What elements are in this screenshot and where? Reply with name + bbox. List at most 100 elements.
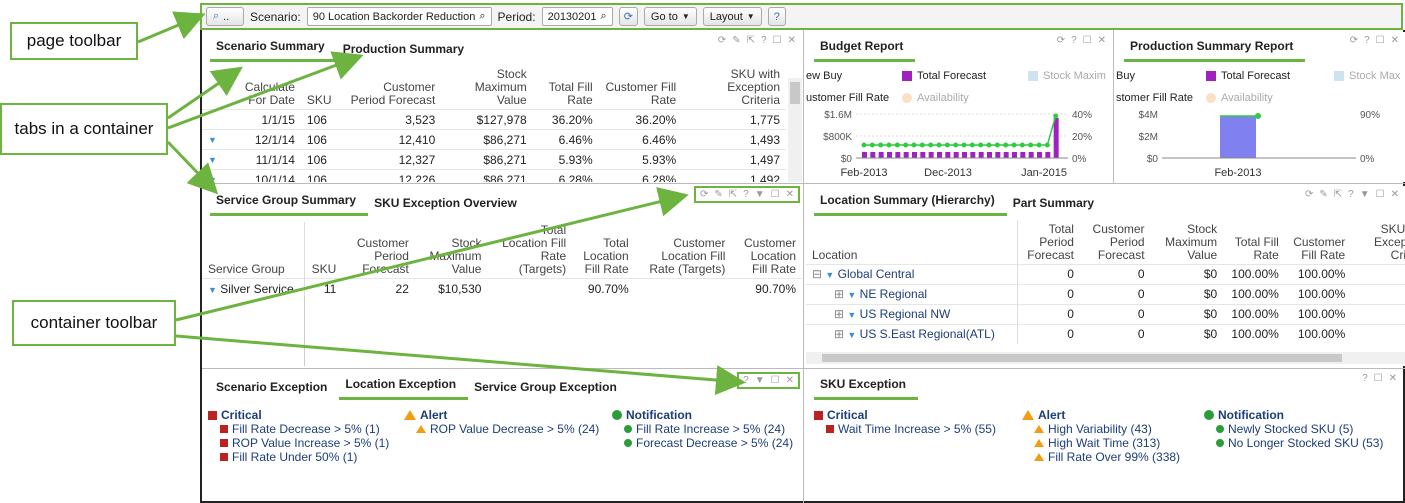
exception-item[interactable]: Fill Rate Decrease > 5% (1) bbox=[208, 422, 389, 436]
exception-item[interactable]: Wait Time Increase > 5% (55) bbox=[814, 422, 996, 436]
close-icon[interactable]: ✕ bbox=[1390, 189, 1399, 200]
col-header[interactable]: Stock Maximum Value bbox=[1165, 221, 1218, 262]
tab-sku-exception[interactable]: SKU Exception bbox=[814, 370, 919, 400]
col-header[interactable]: Customer Location Fill Rate bbox=[743, 236, 796, 276]
col-header[interactable]: Total Fill Rate bbox=[548, 80, 593, 107]
collapse-icon[interactable]: ▼ bbox=[754, 375, 765, 386]
close-icon[interactable]: ✕ bbox=[1097, 35, 1106, 46]
exception-item[interactable]: High Wait Time (313) bbox=[1022, 436, 1180, 450]
table-row[interactable]: ▼ 11/1/14 106 12,327 $86,271 5.93% 5.93% 1,497 bbox=[202, 149, 786, 170]
expand-arrow-icon[interactable]: ▼ bbox=[202, 149, 223, 170]
collapse-icon[interactable]: ▼ bbox=[1359, 189, 1370, 200]
col-header[interactable]: Stock Maximum Value bbox=[429, 236, 482, 276]
refresh-icon[interactable]: ⟳ bbox=[1349, 35, 1359, 46]
collapse-tree-icon[interactable]: ⊟ bbox=[812, 267, 823, 281]
maximize-icon[interactable]: ☐ bbox=[770, 189, 780, 200]
col-header[interactable]: Customer Fill Rate bbox=[1293, 234, 1346, 262]
refresh-icon[interactable]: ⟳ bbox=[1305, 189, 1314, 200]
popout-icon[interactable]: ⇱ bbox=[1333, 189, 1343, 200]
maximize-icon[interactable]: ☐ bbox=[1082, 35, 1092, 46]
close-icon[interactable]: ✕ bbox=[785, 375, 794, 386]
col-header[interactable]: Customer Period Forecast bbox=[1092, 221, 1145, 262]
col-header[interactable]: Calculate For Date bbox=[244, 80, 295, 107]
col-header[interactable]: SKU with Exception Criteria bbox=[727, 67, 780, 107]
table-row[interactable]: 1/1/15 106 3,523 $127,978 36.20% 36.20% 1,775 bbox=[202, 109, 786, 130]
col-header[interactable]: Stock Maximum Value bbox=[474, 67, 527, 107]
exception-item[interactable]: Fill Rate Under 50% (1) bbox=[208, 450, 389, 464]
help-icon[interactable]: ? bbox=[743, 375, 749, 386]
exception-item[interactable]: ROP Value Increase > 5% (1) bbox=[208, 436, 389, 450]
col-header[interactable]: SKU wi Exceptio Criter bbox=[1373, 221, 1405, 262]
expand-arrow-icon[interactable]: ▼ bbox=[202, 169, 223, 182]
table-row[interactable]: ▼ Silver Service 11 22 $10,530 90.70% 90.70% bbox=[202, 278, 802, 299]
expand-arrow-icon[interactable]: ▼ bbox=[208, 284, 217, 295]
expand-arrow-icon[interactable]: ▼ bbox=[202, 129, 223, 150]
help-icon[interactable]: ? bbox=[761, 35, 767, 46]
help-icon[interactable]: ? bbox=[1348, 189, 1354, 200]
col-header[interactable]: Total Fill Rate bbox=[1234, 234, 1279, 262]
expand-tree-icon[interactable]: ⊞ bbox=[834, 327, 845, 342]
wrench-icon[interactable]: ✎ bbox=[1319, 189, 1328, 200]
popout-icon[interactable]: ⇱ bbox=[746, 35, 756, 46]
close-icon[interactable]: ✕ bbox=[1388, 373, 1397, 384]
expand-arrow-icon[interactable]: ▼ bbox=[847, 310, 857, 320]
exception-item[interactable]: No Longer Stocked SKU (53) bbox=[1204, 436, 1383, 450]
tab-production-summary-report[interactable]: Production Summary Report bbox=[1124, 32, 1306, 62]
layout-button[interactable]: Layout ▼ bbox=[702, 7, 762, 26]
maximize-icon[interactable]: ☐ bbox=[1375, 189, 1385, 200]
col-header[interactable]: Total Location Fill Rate (Targets) bbox=[502, 223, 567, 276]
expand-arrow-icon[interactable]: ▼ bbox=[825, 270, 835, 280]
expand-tree-icon[interactable]: ⊞ bbox=[834, 287, 845, 301]
col-header[interactable]: SKU bbox=[306, 93, 332, 107]
exception-item[interactable]: Fill Rate Over 99% (338) bbox=[1022, 450, 1180, 464]
maximize-icon[interactable]: ☐ bbox=[770, 375, 780, 386]
tab-location-summary[interactable]: Location Summary (Hierarchy) bbox=[814, 186, 1007, 216]
table-row[interactable]: ▼ 10/1/14 106 12,226 $86,271 6.28% 6.28% 1,492 bbox=[202, 169, 786, 182]
maximize-icon[interactable]: ☐ bbox=[772, 35, 782, 46]
tab-budget-report[interactable]: Budget Report bbox=[814, 32, 916, 62]
col-header[interactable]: Customer Period Forecast bbox=[350, 80, 436, 107]
scenario-field[interactable]: 90 Location Backorder Reduction ⌕ bbox=[306, 7, 492, 26]
exception-item[interactable]: Newly Stocked SKU (5) bbox=[1204, 422, 1383, 436]
help-icon[interactable]: ? bbox=[1364, 35, 1370, 46]
help-icon[interactable]: ? bbox=[1362, 373, 1368, 384]
tab-scenario-summary[interactable]: Scenario Summary bbox=[210, 32, 337, 62]
exception-item[interactable]: ROP Value Decrease > 5% (24) bbox=[404, 422, 599, 436]
expand-arrow-icon[interactable]: ▼ bbox=[847, 290, 857, 300]
tab-location-exception[interactable]: Location Exception bbox=[339, 370, 469, 400]
maximize-icon[interactable]: ☐ bbox=[1375, 35, 1385, 46]
help-icon[interactable]: ? bbox=[743, 189, 749, 200]
close-icon[interactable]: ✕ bbox=[787, 35, 796, 46]
close-icon[interactable]: ✕ bbox=[1390, 35, 1399, 46]
expand-tree-icon[interactable]: ⊞ bbox=[834, 307, 845, 321]
goto-button[interactable]: Go to ▼ bbox=[643, 7, 697, 26]
col-header[interactable]: Customer Location Fill Rate (Targets) bbox=[649, 236, 726, 276]
help-icon[interactable]: ? bbox=[1071, 35, 1077, 46]
period-field[interactable]: 20130201 ⌕ bbox=[541, 7, 613, 26]
col-header[interactable]: Total Period Forecast bbox=[1027, 221, 1074, 262]
refresh-icon[interactable]: ⟳ bbox=[717, 35, 727, 46]
col-header[interactable]: Customer Period Forecast bbox=[356, 236, 409, 276]
tab-service-group-exception[interactable]: Service Group Exception bbox=[474, 380, 617, 394]
search-button[interactable]: ⌕.. bbox=[206, 7, 244, 26]
wrench-icon[interactable]: ✎ bbox=[732, 35, 741, 46]
col-header[interactable]: Service Group bbox=[202, 222, 306, 279]
col-header[interactable]: Total Location Fill Rate bbox=[583, 236, 629, 276]
refresh-icon[interactable]: ⟳ bbox=[1056, 35, 1066, 46]
exception-item[interactable]: Fill Rate Increase > 5% (24) bbox=[612, 422, 793, 436]
maximize-icon[interactable]: ☐ bbox=[1373, 373, 1383, 384]
horizontal-scrollbar[interactable] bbox=[806, 352, 1405, 364]
expand-arrow-icon[interactable]: ▼ bbox=[847, 330, 857, 341]
refresh-icon[interactable]: ⟳ bbox=[700, 189, 709, 200]
tab-scenario-exception[interactable]: Scenario Exception bbox=[216, 380, 328, 394]
exception-item[interactable]: High Variability (43) bbox=[1022, 422, 1180, 436]
col-header[interactable]: Customer Fill Rate bbox=[605, 80, 677, 107]
tab-part-summary[interactable]: Part Summary bbox=[1012, 196, 1095, 210]
col-header[interactable]: Location bbox=[806, 220, 1019, 264]
col-header[interactable]: SKU bbox=[311, 262, 337, 276]
table-row[interactable]: ▼ 12/1/14 106 12,410 $86,271 6.46% 6.46% 1,493 bbox=[202, 129, 786, 150]
help-button[interactable]: ? bbox=[767, 7, 786, 26]
